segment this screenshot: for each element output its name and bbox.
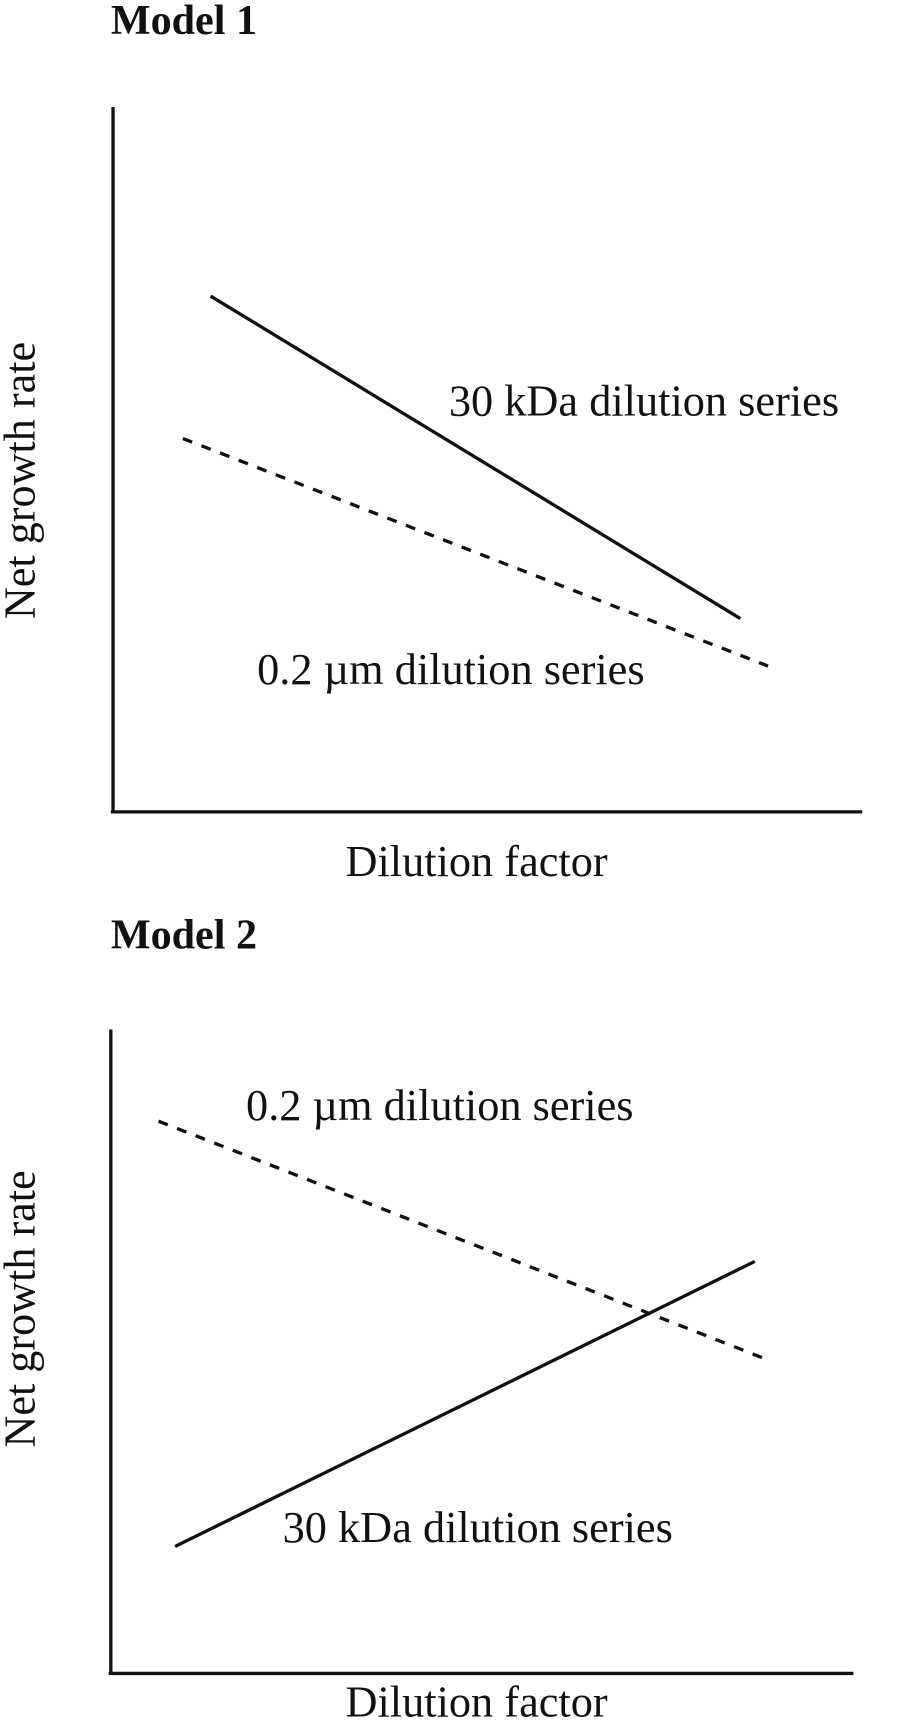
series-label: 0.2 µm dilution series <box>246 1081 633 1130</box>
y-axis-label: Net growth rate <box>0 342 45 619</box>
panel-title: Model 2 <box>111 913 257 959</box>
panel: Model 1 Net growth rate Dilution factor … <box>0 0 863 886</box>
solid-line <box>209 294 742 620</box>
y-axis-label: Net growth rate <box>0 1170 45 1447</box>
panel: Model 2 Net growth rate Dilution factor … <box>0 913 854 1727</box>
x-axis-label: Dilution factor <box>345 1678 607 1727</box>
series-label: 30 kDa dilution series <box>449 377 839 426</box>
panel-title: Model 1 <box>111 0 257 44</box>
series-label: 0.2 µm dilution series <box>257 645 644 694</box>
solid-line <box>174 1259 756 1548</box>
dashed-line <box>182 436 769 668</box>
dashed-line <box>157 1119 766 1361</box>
x-axis-label: Dilution factor <box>345 837 607 886</box>
series-label: 30 kDa dilution series <box>283 1503 673 1552</box>
